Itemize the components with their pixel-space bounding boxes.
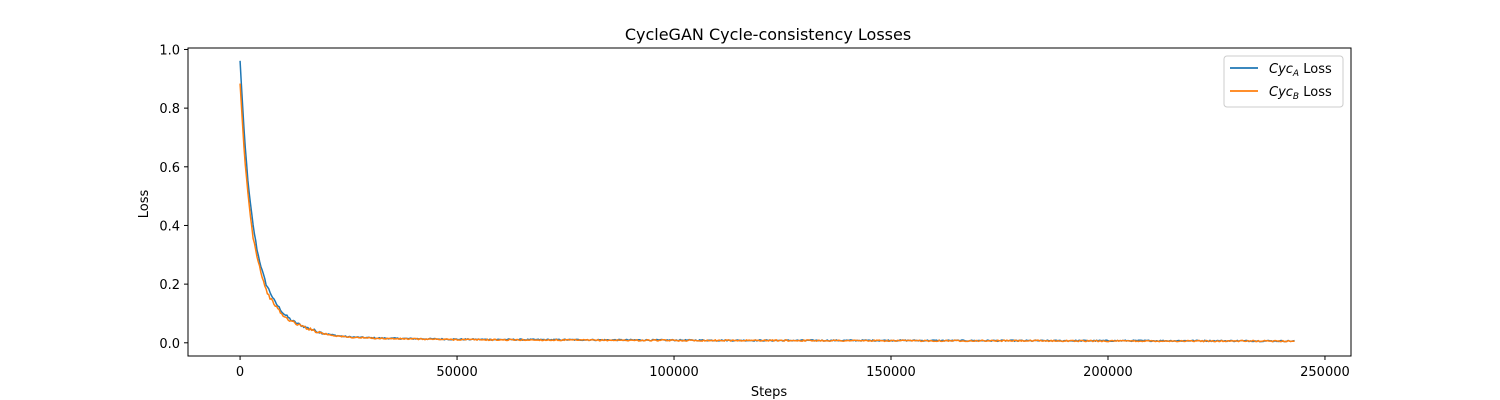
plot-frame — [187, 47, 1352, 357]
x-axis: 0 50000 100000 150000 200000 250000 — [236, 356, 1350, 380]
x-tick-label: 0 — [236, 365, 244, 380]
y-tick-label: 1.0 — [159, 43, 180, 58]
x-tick-label: 50000 — [436, 365, 477, 380]
y-tick-label: 0.0 — [159, 337, 180, 352]
legend: CycA Loss CycB Loss — [1223, 55, 1344, 108]
series-line-b — [239, 83, 1295, 343]
y-axis: 0.0 0.2 0.4 0.6 0.8 1.0 — [159, 43, 188, 352]
y-tick-label: 0.8 — [159, 102, 180, 117]
legend-label: CycA Loss — [1269, 62, 1332, 79]
x-tick-label: 200000 — [1083, 365, 1133, 380]
chart-title: CycleGAN Cycle-consistency Losses — [625, 25, 911, 44]
legend-label: CycB Loss — [1269, 85, 1332, 102]
x-axis-label: Steps — [751, 385, 788, 400]
x-tick-label: 150000 — [866, 365, 916, 380]
y-axis-label: Loss — [137, 190, 152, 219]
y-tick-label: 0.4 — [159, 219, 180, 234]
x-tick-label: 100000 — [649, 365, 699, 380]
x-tick-label: 250000 — [1300, 365, 1350, 380]
y-tick-label: 0.6 — [159, 161, 180, 176]
y-tick-label: 0.2 — [159, 278, 180, 293]
series-line-a — [239, 60, 1295, 343]
plot-lines — [239, 60, 1295, 343]
